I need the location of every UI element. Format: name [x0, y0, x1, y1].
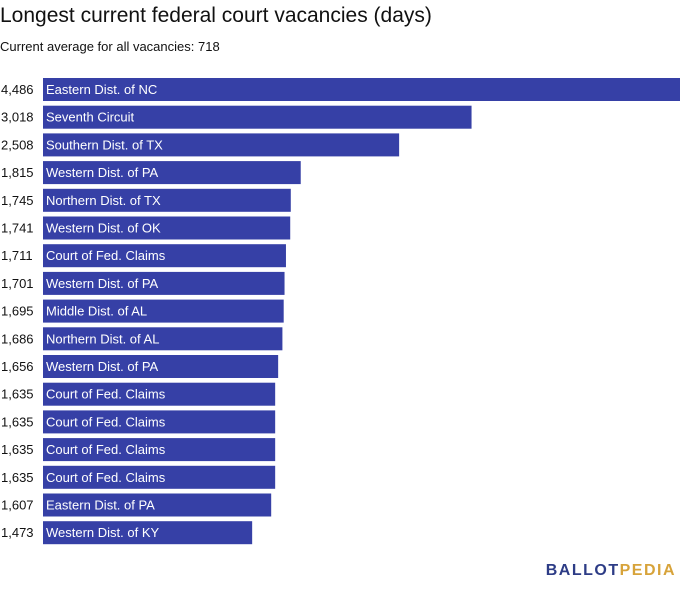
bar-row: 1,635 Court of Fed. Claims — [1, 410, 276, 434]
bar — [43, 438, 276, 462]
bar-row: 1,815 Western Dist. of PA — [1, 161, 301, 185]
value-label: 1,701 — [1, 276, 34, 291]
category-label: Seventh Circuit — [46, 110, 135, 125]
bar-chart: 4,486 Eastern Dist. of NC 3,018 Seventh Cir… — [1, 78, 680, 545]
bar-row: 1,741 Western Dist. of OK — [1, 216, 291, 240]
bar — [43, 493, 272, 517]
bar-row: 1,686 Northern Dist. of AL — [1, 327, 283, 351]
value-label: 1,635 — [1, 387, 34, 402]
bar-row: 3,018 Seventh Circuit — [1, 105, 472, 129]
category-label: Court of Fed. Claims — [46, 414, 166, 429]
bar — [43, 78, 680, 101]
category-label: Court of Fed. Claims — [46, 470, 166, 485]
bar — [43, 105, 472, 129]
bar-row: 1,607 Eastern Dist. of PA — [1, 493, 272, 517]
category-label: Western Dist. of OK — [46, 221, 161, 236]
category-label: Court of Fed. Claims — [46, 248, 166, 263]
bar-row: 1,695 Middle Dist. of AL — [1, 299, 284, 323]
category-label: Middle Dist. of AL — [46, 304, 147, 319]
bar — [43, 244, 286, 268]
bar — [43, 382, 276, 406]
bar-row: 1,656 Western Dist. of PA — [1, 355, 279, 378]
bar-row: 1,635 Court of Fed. Claims — [1, 465, 276, 489]
bar — [43, 299, 284, 323]
category-label: Western Dist. of PA — [46, 359, 159, 374]
chart-subtitle: Current average for all vacancies: 718 — [0, 39, 220, 54]
bar-row: 1,635 Court of Fed. Claims — [1, 382, 276, 406]
logo-part-ballot: BALLOT — [545, 562, 620, 579]
logo-part-pedia: PEDIA — [619, 562, 676, 579]
bar-row: 1,745 Northern Dist. of TX — [1, 188, 291, 212]
bar — [43, 188, 291, 212]
value-label: 1,635 — [1, 414, 34, 429]
value-label: 1,741 — [1, 221, 34, 236]
value-label: 1,635 — [1, 470, 34, 485]
value-label: 1,815 — [1, 165, 34, 180]
value-label: 3,018 — [1, 110, 34, 125]
ballotpedia-logo: BALLOTPEDIA — [546, 562, 676, 580]
category-label: Western Dist. of PA — [46, 276, 159, 291]
value-label: 1,711 — [1, 248, 33, 263]
value-label: 4,486 — [1, 82, 34, 97]
bar-row: 1,473 Western Dist. of KY — [1, 521, 253, 545]
value-label: 1,473 — [1, 525, 34, 540]
category-label: Court of Fed. Claims — [46, 387, 166, 402]
bar-row: 2,508 Southern Dist. of TX — [1, 133, 400, 157]
bar — [43, 133, 400, 157]
chart-title: Longest current federal court vacancies … — [0, 4, 432, 27]
bar-row: 1,711 Court of Fed. Claims — [1, 244, 286, 268]
bar — [43, 327, 283, 351]
category-label: Eastern Dist. of NC — [46, 82, 157, 97]
bar-row: 1,701 Western Dist. of PA — [1, 271, 285, 295]
bar-row: 4,486 Eastern Dist. of NC — [1, 78, 680, 101]
category-label: Eastern Dist. of PA — [46, 498, 155, 513]
bar — [43, 216, 291, 240]
bar-row: 1,635 Court of Fed. Claims — [1, 438, 276, 462]
bar — [43, 355, 279, 378]
bar — [43, 465, 276, 489]
value-label: 1,695 — [1, 304, 34, 319]
category-label: Southern Dist. of TX — [46, 137, 163, 152]
category-label: Northern Dist. of TX — [46, 193, 161, 208]
bar — [43, 521, 253, 545]
value-label: 1,635 — [1, 442, 34, 457]
category-label: Western Dist. of KY — [46, 525, 160, 540]
value-label: 1,607 — [1, 498, 34, 513]
value-label: 1,656 — [1, 359, 34, 374]
bar — [43, 410, 276, 434]
bar — [43, 161, 301, 185]
value-label: 2,508 — [1, 137, 34, 152]
bar — [43, 271, 285, 295]
value-label: 1,686 — [1, 331, 34, 346]
value-label: 1,745 — [1, 193, 34, 208]
category-label: Western Dist. of PA — [46, 165, 159, 180]
category-label: Northern Dist. of AL — [46, 331, 159, 346]
category-label: Court of Fed. Claims — [46, 442, 166, 457]
